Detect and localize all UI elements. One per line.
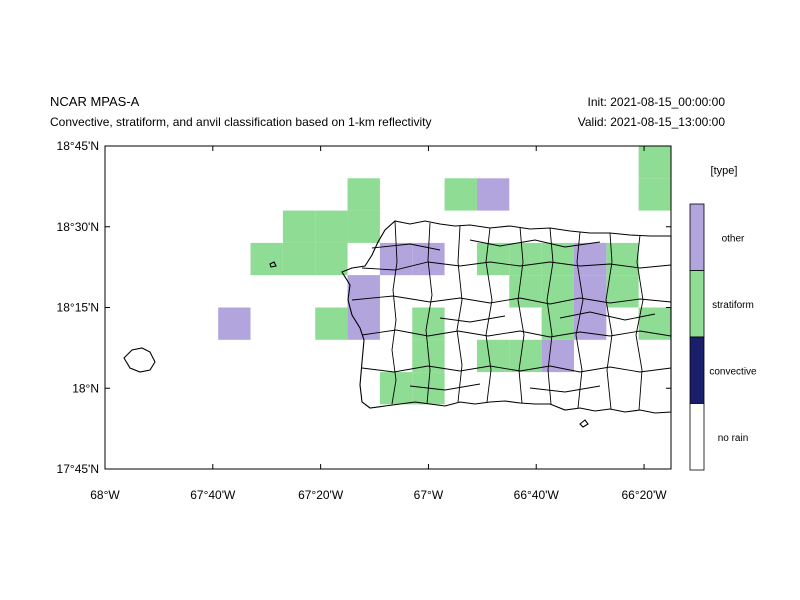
other-cell bbox=[218, 307, 251, 340]
lon-tick-label: 67°W bbox=[414, 488, 444, 502]
legend-label-convective: convective bbox=[709, 366, 757, 377]
stratiform-cell bbox=[638, 146, 671, 179]
map-axes: 18°45'N 18°30'N 18°15'N 18°N 17°45'N 68°W 67°4… bbox=[57, 139, 671, 502]
stratiform-cell bbox=[282, 242, 316, 276]
caja-de-muertos bbox=[579, 419, 589, 428]
stratiform-cell bbox=[315, 307, 348, 340]
legend-swatch-no-rain bbox=[689, 403, 705, 471]
legend-swatch-convective bbox=[689, 336, 705, 404]
stratiform-cell bbox=[347, 210, 380, 243]
stratiform-cell bbox=[509, 275, 542, 308]
other-cell bbox=[573, 275, 607, 308]
stratiform-cell bbox=[315, 210, 348, 243]
stratiform-cell bbox=[509, 242, 542, 276]
legend-title: [type] bbox=[711, 165, 738, 177]
legend-label-stratiform: stratiform bbox=[712, 300, 754, 311]
stratiform-cell bbox=[347, 178, 380, 211]
valid-time: Valid: 2021-08-15_13:00:00 bbox=[577, 115, 725, 129]
lat-tick-label: 18°N bbox=[72, 381, 99, 395]
coastline bbox=[123, 220, 672, 428]
legend-swatch-other bbox=[689, 203, 705, 271]
lon-tick-label: 66°20'W bbox=[621, 488, 667, 502]
lat-tick-label: 17°45'N bbox=[57, 462, 99, 476]
legend-swatch-stratiform bbox=[689, 270, 705, 338]
lat-tick-label: 18°45'N bbox=[57, 139, 99, 153]
other-cell bbox=[347, 275, 380, 308]
stratiform-cell bbox=[541, 307, 574, 340]
map-title: NCAR MPAS-A bbox=[50, 94, 140, 109]
stratiform-cell bbox=[379, 372, 413, 405]
municipal-boundaries bbox=[351, 220, 672, 411]
puerto-rico-coast bbox=[341, 220, 672, 414]
legend-label-no-rain: no rain bbox=[718, 433, 749, 444]
lon-tick-label: 67°20'W bbox=[298, 488, 344, 502]
stratiform-cell bbox=[315, 242, 348, 276]
stratiform-cell bbox=[638, 178, 671, 211]
stratiform-cell bbox=[444, 178, 477, 211]
other-cell bbox=[573, 242, 607, 276]
stratiform-cell bbox=[638, 307, 671, 340]
stratiform-cell bbox=[282, 210, 316, 243]
stratiform-cell bbox=[606, 275, 639, 308]
legend-label-other: other bbox=[722, 233, 745, 244]
stratiform-cell bbox=[509, 339, 542, 373]
legend: other stratiform convective no rain bbox=[689, 203, 757, 471]
mona-island bbox=[123, 347, 156, 373]
stratiform-cell bbox=[476, 242, 510, 276]
stratiform-cell bbox=[250, 242, 283, 276]
lon-tick-label: 66°40'W bbox=[514, 488, 560, 502]
lon-tick-label: 68°W bbox=[90, 488, 120, 502]
stratiform-cell bbox=[412, 307, 445, 340]
map-subtitle: Convective, stratiform, and anvil classi… bbox=[50, 115, 432, 129]
init-time: Init: 2021-08-15_00:00:00 bbox=[587, 95, 725, 109]
lat-tick-label: 18°30'N bbox=[57, 220, 99, 234]
desecheo-island bbox=[269, 261, 277, 268]
lon-tick-label: 67°40'W bbox=[190, 488, 236, 502]
other-cell bbox=[476, 178, 510, 211]
classification-cells bbox=[218, 146, 671, 405]
stratiform-cell bbox=[541, 242, 574, 276]
lat-tick-label: 18°15'N bbox=[57, 301, 99, 315]
